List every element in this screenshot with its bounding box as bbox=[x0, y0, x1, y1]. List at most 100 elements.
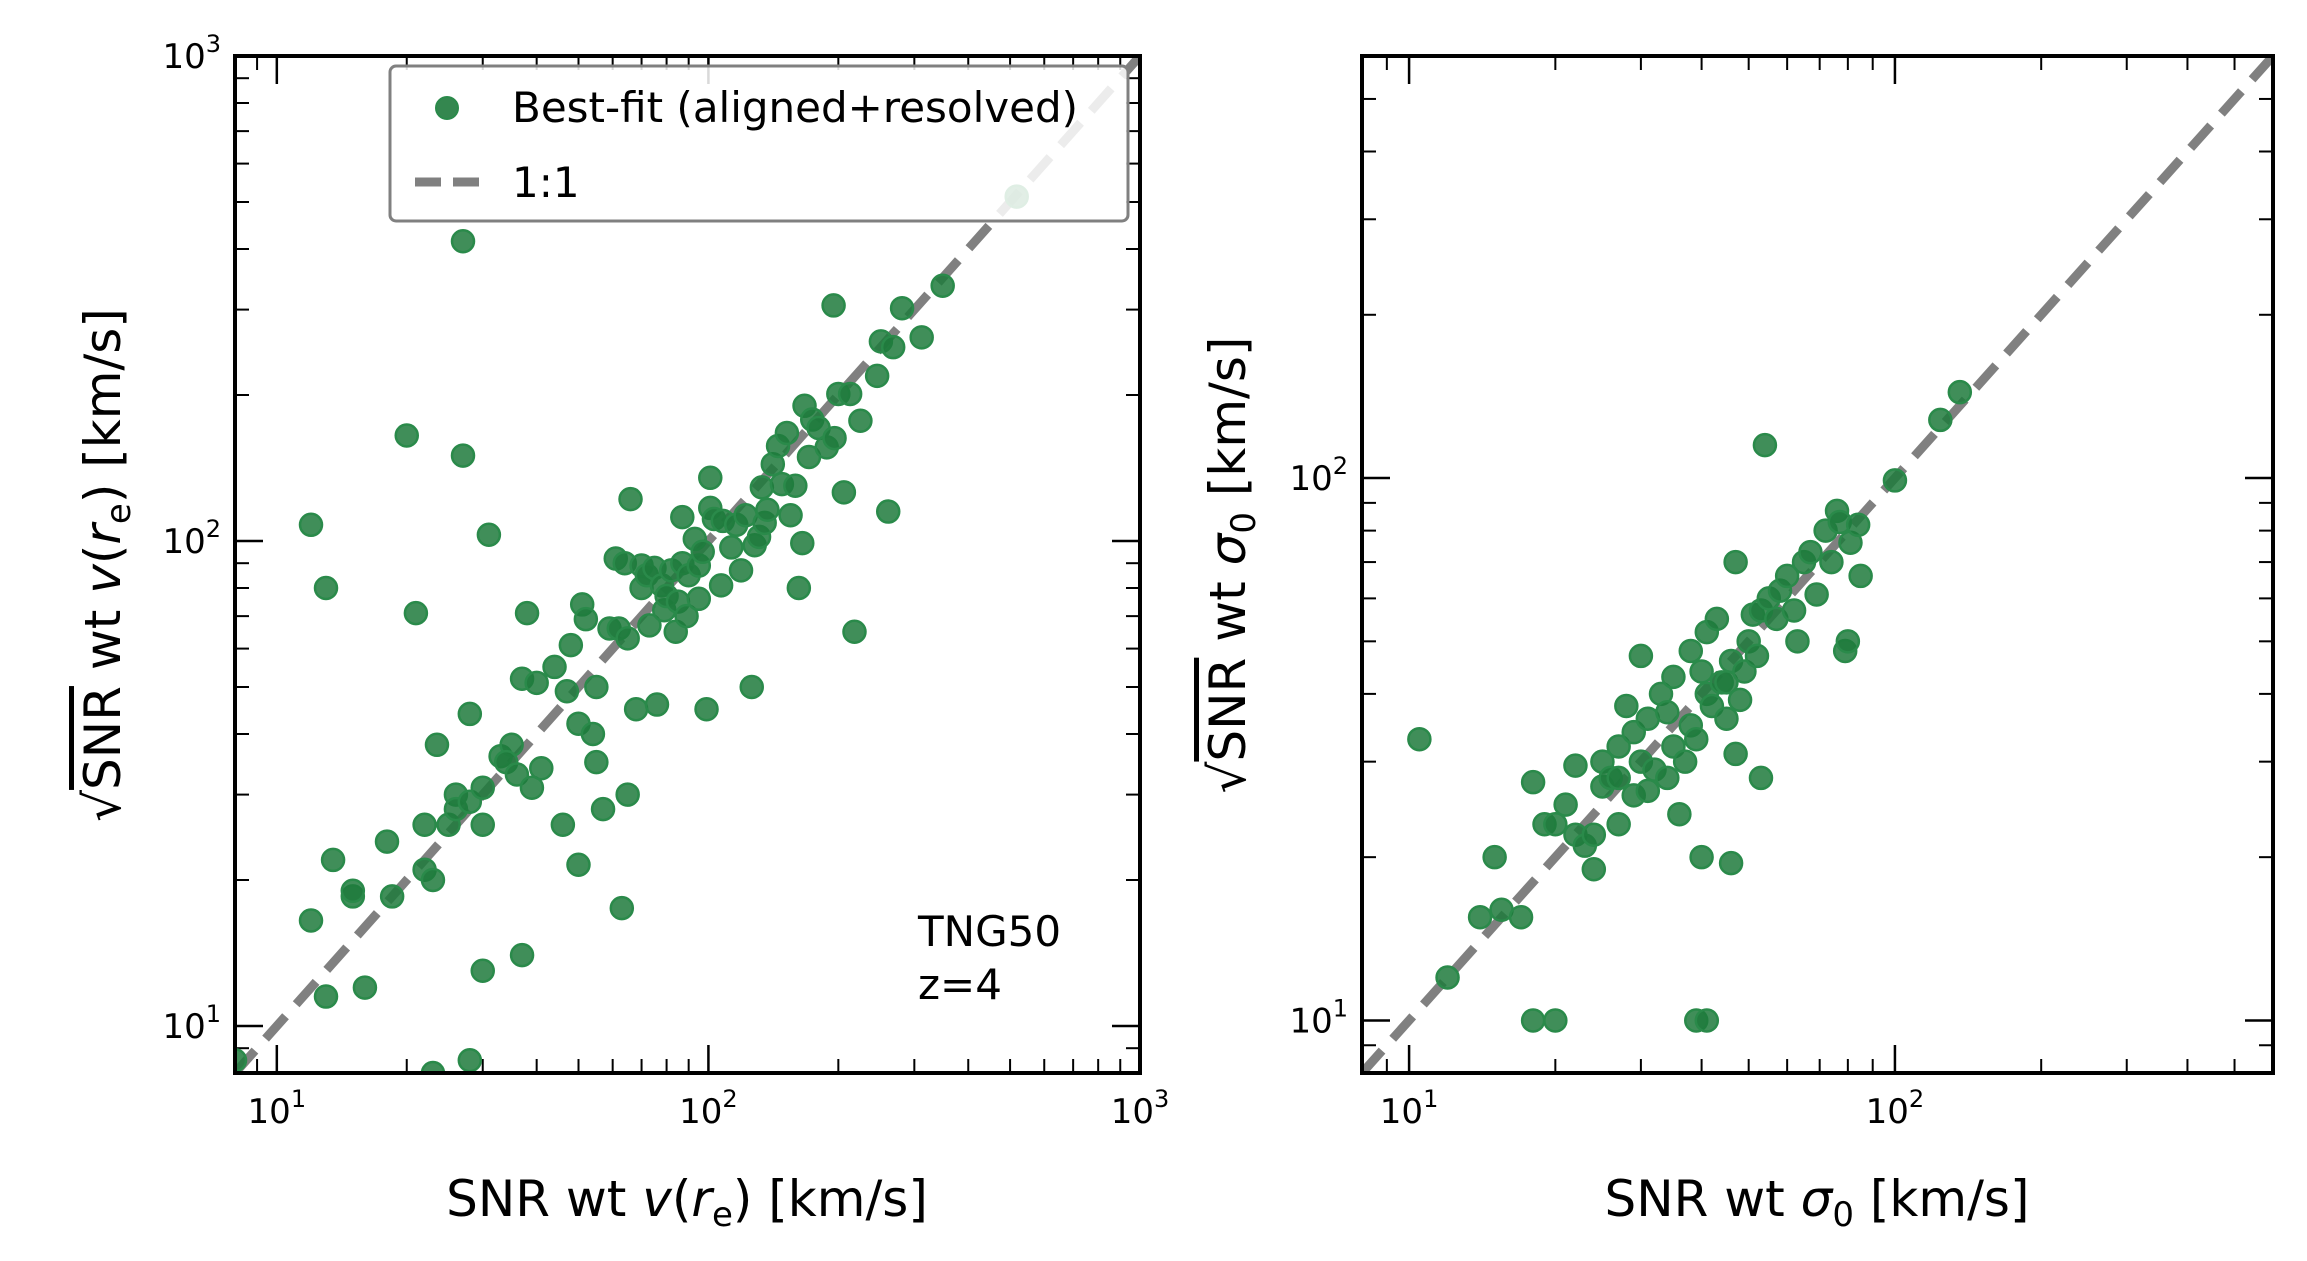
left-data-point bbox=[550, 812, 576, 837]
right-ticks bbox=[1361, 55, 2274, 1074]
right-data-point bbox=[1467, 904, 1493, 930]
left-data-point bbox=[476, 522, 502, 548]
left-data-point bbox=[514, 600, 540, 626]
left-data-point bbox=[790, 530, 815, 556]
left-data-point bbox=[235, 1047, 248, 1073]
left-data-point bbox=[298, 512, 324, 538]
left-data-point bbox=[786, 575, 812, 601]
left-data-point bbox=[686, 586, 712, 612]
left-data-point bbox=[450, 228, 476, 254]
left-data-point bbox=[412, 812, 437, 837]
left-data-point bbox=[590, 796, 616, 822]
right-data-point bbox=[1543, 811, 1568, 837]
left-x-axis-label: SNR wt v(re) [km/s] bbox=[446, 1170, 928, 1235]
left-data-point bbox=[320, 847, 346, 873]
left-data-point bbox=[352, 975, 378, 1000]
right-data-point bbox=[1781, 598, 1807, 623]
left-data-point bbox=[637, 613, 662, 638]
left-data-point bbox=[822, 425, 847, 451]
right-data-point bbox=[1947, 379, 1973, 405]
left-y-tick-label: 102 bbox=[162, 515, 221, 562]
right-data-point bbox=[1614, 693, 1639, 719]
right-data-point bbox=[1848, 563, 1873, 589]
left-data-point bbox=[298, 908, 324, 933]
left-data-point bbox=[698, 465, 723, 491]
left-data-point bbox=[694, 696, 719, 722]
legend-box bbox=[388, 64, 1130, 223]
left-data-point bbox=[313, 984, 339, 1009]
right-x-tick-label: 101 bbox=[1380, 1085, 1439, 1132]
right-data-point bbox=[1804, 582, 1829, 607]
right-data-point bbox=[1543, 1008, 1568, 1033]
left-tick-labels: 101 102 103 101 102 103 bbox=[162, 30, 1169, 1132]
left-data-point bbox=[831, 480, 857, 505]
left-data-point bbox=[848, 408, 873, 433]
left-data-point bbox=[783, 473, 808, 498]
right-data-point bbox=[1835, 629, 1861, 654]
right-data-point bbox=[1732, 659, 1757, 684]
left-data-point bbox=[566, 852, 591, 878]
right-data-point bbox=[1694, 1008, 1720, 1033]
left-x-tick-label: 103 bbox=[1111, 1085, 1170, 1132]
left-data-point bbox=[728, 558, 754, 583]
right-scatter-points bbox=[1407, 379, 1973, 1033]
right-data-point bbox=[1689, 844, 1714, 870]
right-data-point bbox=[1606, 734, 1631, 759]
annotation-line-2: z=4 bbox=[918, 960, 1002, 1009]
left-data-point bbox=[470, 958, 495, 983]
left-data-point bbox=[674, 603, 699, 629]
left-data-point bbox=[584, 674, 609, 700]
left-data-point bbox=[554, 679, 580, 704]
right-data-point bbox=[1581, 856, 1607, 882]
right-data-point bbox=[1845, 512, 1871, 538]
left-data-point bbox=[420, 867, 446, 893]
left-data-point bbox=[542, 654, 567, 680]
left-y-tick-label: 103 bbox=[162, 30, 221, 77]
svg-text:√SNR wt σ0 [km/s]: √SNR wt σ0 [km/s] bbox=[1199, 337, 1264, 794]
right-data-point bbox=[1520, 1008, 1546, 1033]
right-data-point bbox=[1553, 792, 1578, 817]
left-data-point bbox=[457, 1047, 483, 1073]
right-data-point bbox=[1718, 850, 1744, 876]
left-data-point bbox=[457, 701, 483, 727]
right-tick-labels: 101 102 101 102 bbox=[1289, 452, 1924, 1132]
left-data-point bbox=[837, 381, 863, 407]
left-data-point bbox=[524, 670, 549, 696]
left-data-point bbox=[880, 334, 906, 360]
right-data-point bbox=[1655, 700, 1680, 725]
left-data-point bbox=[623, 696, 649, 722]
left-data-point bbox=[609, 895, 635, 921]
left-data-point bbox=[889, 295, 915, 321]
right-data-point bbox=[1723, 549, 1748, 575]
left-data-point bbox=[340, 878, 366, 904]
right-panel: 101 102 101 102 SNR wt σ0 [km/s] √SNR wt σ0… bbox=[1199, 54, 2275, 1235]
right-data-point bbox=[1661, 664, 1686, 690]
left-data-point bbox=[374, 829, 400, 854]
left-data-point bbox=[875, 499, 901, 524]
left-data-point bbox=[842, 619, 867, 644]
left-x-tick-label: 101 bbox=[248, 1085, 307, 1132]
left-data-point bbox=[379, 884, 405, 909]
right-data-point bbox=[1785, 629, 1810, 654]
right-y-tick-label: 101 bbox=[1289, 994, 1348, 1041]
right-data-point bbox=[1744, 643, 1770, 669]
legend: Best-fit (aligned+resolved) 1:1 bbox=[388, 64, 1130, 223]
right-data-point bbox=[1748, 765, 1774, 791]
right-data-point bbox=[1714, 706, 1739, 731]
right-data-point bbox=[1672, 749, 1698, 774]
right-y-axis-label: √SNR wt σ0 [km/s] bbox=[1199, 337, 1264, 794]
left-data-point bbox=[670, 504, 695, 530]
left-data-point bbox=[394, 423, 419, 448]
right-data-point bbox=[1635, 778, 1661, 804]
left-data-point bbox=[450, 443, 476, 468]
left-data-point bbox=[558, 632, 584, 658]
left-y-axis-label: √SNR wt v(re) [km/s] bbox=[74, 308, 139, 822]
left-data-point bbox=[755, 497, 780, 522]
left-data-point bbox=[644, 692, 670, 717]
right-data-point bbox=[1723, 741, 1748, 767]
svg-text:SNR wt v(re) [km/s]: SNR wt v(re) [km/s] bbox=[446, 1170, 928, 1235]
right-plot-frame bbox=[1360, 54, 2275, 1075]
right-data-point bbox=[1667, 801, 1692, 827]
left-data-point bbox=[618, 486, 643, 512]
